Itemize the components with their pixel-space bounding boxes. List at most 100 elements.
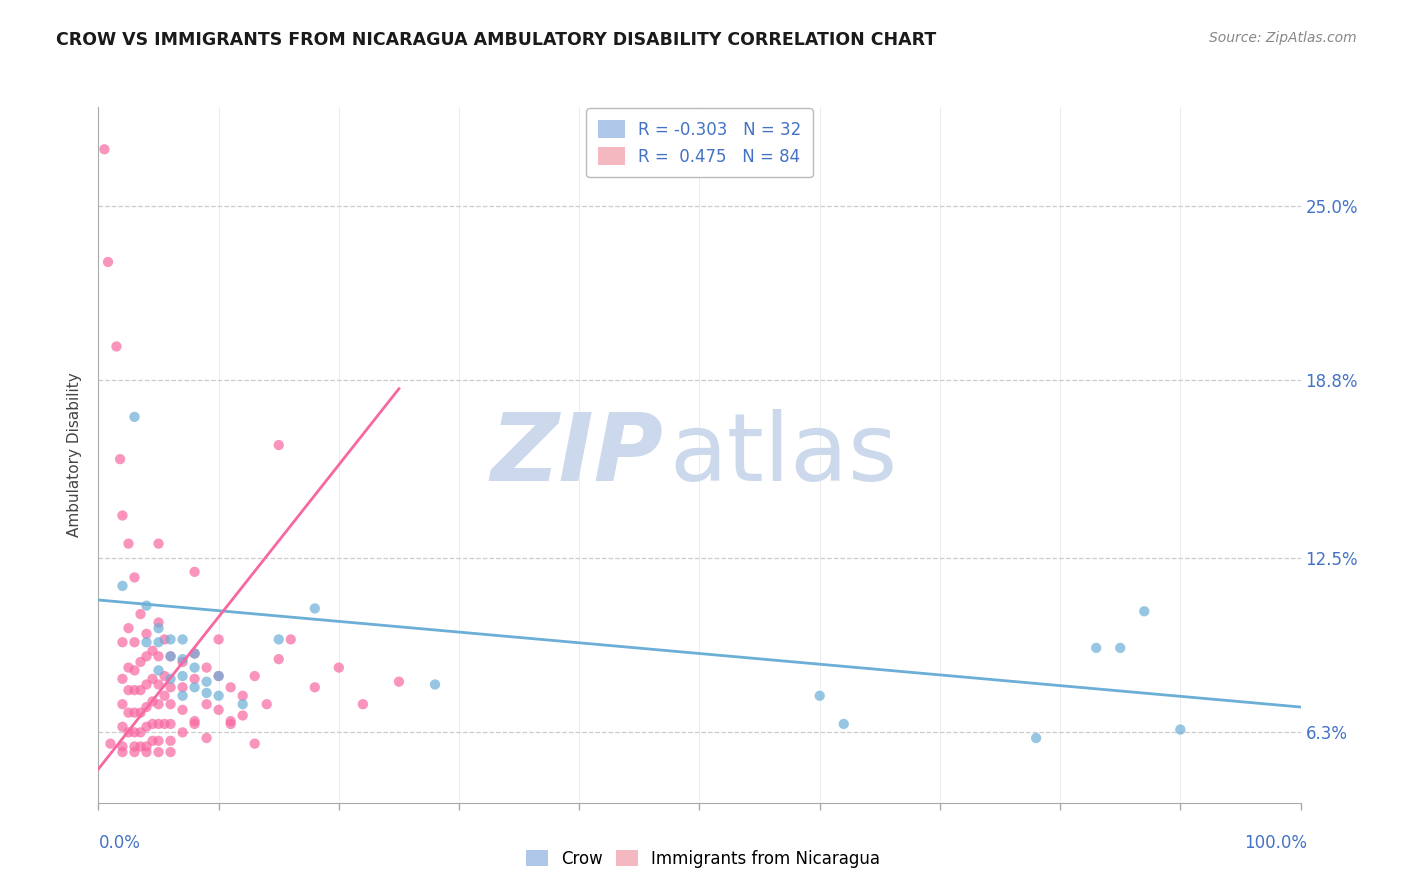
Point bbox=[159, 649, 181, 664]
Point bbox=[111, 739, 134, 754]
Point bbox=[148, 717, 170, 731]
Point bbox=[1170, 723, 1192, 737]
Point bbox=[159, 745, 181, 759]
Point bbox=[135, 677, 157, 691]
Point bbox=[195, 731, 218, 745]
Point bbox=[141, 734, 163, 748]
Point bbox=[100, 737, 122, 751]
Point bbox=[124, 635, 146, 649]
Point bbox=[159, 632, 181, 647]
Point bbox=[832, 717, 855, 731]
Point bbox=[148, 697, 170, 711]
Point bbox=[117, 621, 139, 635]
Point bbox=[208, 669, 231, 683]
Point bbox=[135, 599, 157, 613]
Point bbox=[153, 632, 176, 647]
Point bbox=[208, 689, 231, 703]
Point bbox=[135, 627, 157, 641]
Point bbox=[129, 655, 152, 669]
Point bbox=[159, 697, 181, 711]
Point bbox=[256, 697, 278, 711]
Point bbox=[111, 672, 134, 686]
Point bbox=[388, 674, 411, 689]
Point bbox=[219, 714, 242, 728]
Point bbox=[195, 674, 218, 689]
Text: 100.0%: 100.0% bbox=[1244, 834, 1308, 852]
Point bbox=[148, 664, 170, 678]
Point bbox=[111, 745, 134, 759]
Point bbox=[124, 683, 146, 698]
Point bbox=[117, 706, 139, 720]
Point bbox=[208, 703, 231, 717]
Point bbox=[135, 700, 157, 714]
Point bbox=[148, 615, 170, 630]
Text: ZIP: ZIP bbox=[491, 409, 664, 501]
Y-axis label: Ambulatory Disability: Ambulatory Disability bbox=[67, 373, 83, 537]
Point bbox=[1025, 731, 1047, 745]
Point bbox=[172, 725, 194, 739]
Point bbox=[129, 706, 152, 720]
Point bbox=[1133, 604, 1156, 618]
Point bbox=[111, 508, 134, 523]
Point bbox=[148, 536, 170, 550]
Point bbox=[183, 717, 205, 731]
Legend: R = -0.303   N = 32, R =  0.475   N = 84: R = -0.303 N = 32, R = 0.475 N = 84 bbox=[586, 109, 813, 178]
Point bbox=[148, 621, 170, 635]
Point bbox=[117, 660, 139, 674]
Text: atlas: atlas bbox=[669, 409, 897, 501]
Point bbox=[172, 652, 194, 666]
Point bbox=[124, 409, 146, 424]
Text: Source: ZipAtlas.com: Source: ZipAtlas.com bbox=[1209, 31, 1357, 45]
Point bbox=[135, 739, 157, 754]
Point bbox=[129, 739, 152, 754]
Point bbox=[124, 664, 146, 678]
Point bbox=[219, 681, 242, 695]
Point bbox=[153, 689, 176, 703]
Point bbox=[111, 720, 134, 734]
Point bbox=[183, 647, 205, 661]
Point bbox=[148, 649, 170, 664]
Point bbox=[117, 536, 139, 550]
Point bbox=[267, 632, 290, 647]
Point bbox=[208, 669, 231, 683]
Point bbox=[159, 649, 181, 664]
Point bbox=[232, 708, 254, 723]
Point bbox=[232, 697, 254, 711]
Point bbox=[135, 649, 157, 664]
Point bbox=[219, 717, 242, 731]
Point bbox=[148, 745, 170, 759]
Point bbox=[141, 643, 163, 657]
Point bbox=[124, 725, 146, 739]
Point bbox=[101, 29, 124, 44]
Point bbox=[232, 689, 254, 703]
Point bbox=[267, 438, 290, 452]
Point bbox=[105, 339, 128, 353]
Point bbox=[183, 647, 205, 661]
Point bbox=[183, 681, 205, 695]
Point bbox=[304, 681, 326, 695]
Point bbox=[148, 635, 170, 649]
Point bbox=[352, 697, 374, 711]
Point bbox=[183, 672, 205, 686]
Point bbox=[141, 694, 163, 708]
Point bbox=[183, 714, 205, 728]
Point bbox=[172, 655, 194, 669]
Point bbox=[111, 635, 134, 649]
Point bbox=[108, 452, 131, 467]
Point bbox=[183, 565, 205, 579]
Point bbox=[159, 681, 181, 695]
Legend: Crow, Immigrants from Nicaragua: Crow, Immigrants from Nicaragua bbox=[519, 844, 887, 875]
Point bbox=[328, 660, 350, 674]
Text: 0.0%: 0.0% bbox=[98, 834, 141, 852]
Point bbox=[153, 669, 176, 683]
Point bbox=[423, 677, 446, 691]
Point bbox=[1085, 640, 1108, 655]
Point bbox=[141, 717, 163, 731]
Point bbox=[808, 689, 831, 703]
Point bbox=[124, 570, 146, 584]
Point bbox=[304, 601, 326, 615]
Point bbox=[135, 635, 157, 649]
Point bbox=[135, 720, 157, 734]
Point bbox=[172, 669, 194, 683]
Point bbox=[141, 672, 163, 686]
